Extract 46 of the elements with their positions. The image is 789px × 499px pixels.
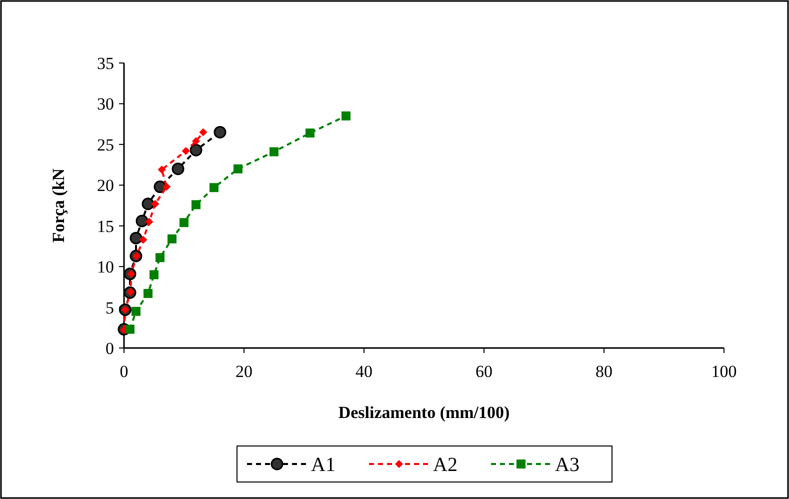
point <box>145 218 154 226</box>
point <box>158 166 166 174</box>
point <box>162 182 171 191</box>
x-tick-label: 60 <box>476 362 492 381</box>
point <box>180 218 188 228</box>
y-tick-label: 30 <box>97 94 114 114</box>
legend-label: A1 <box>311 454 336 476</box>
point <box>210 183 218 192</box>
point <box>168 234 176 244</box>
point <box>192 137 200 146</box>
point <box>234 164 242 174</box>
point <box>214 126 226 138</box>
point <box>172 162 184 176</box>
y-axis-title: Força (kN <box>49 168 68 243</box>
y-tick-label: 15 <box>97 216 114 236</box>
point <box>142 198 154 210</box>
point <box>190 144 202 156</box>
x-tick-label: 20 <box>236 362 252 381</box>
x-tick-label: 100 <box>711 362 737 381</box>
x-tick-label: 40 <box>356 362 372 381</box>
legend-label: A2 <box>433 454 458 476</box>
point <box>144 288 152 298</box>
y-tick-label: 20 <box>97 176 114 196</box>
y-tick-label: 35 <box>97 54 114 73</box>
x-tick-label: 0 <box>120 362 128 381</box>
point <box>342 111 350 120</box>
point <box>139 236 148 244</box>
x-axis-title: Deslizamento (mm/100) <box>338 403 510 422</box>
legend-label: A3 <box>555 454 580 476</box>
x-tick-label: 80 <box>596 362 612 381</box>
y-tick-label: 0 <box>106 339 114 358</box>
point <box>130 232 142 244</box>
point <box>182 146 190 155</box>
y-tick-label: 25 <box>97 135 114 154</box>
point <box>150 270 158 280</box>
point <box>306 128 314 138</box>
y-tick-label: 10 <box>97 258 114 277</box>
point <box>270 147 278 156</box>
point <box>151 200 160 208</box>
point <box>199 128 208 136</box>
point <box>136 214 148 228</box>
y-tick-label: 5 <box>106 298 114 318</box>
point <box>126 324 134 334</box>
point <box>192 200 200 210</box>
point <box>156 253 164 262</box>
point <box>132 306 140 316</box>
